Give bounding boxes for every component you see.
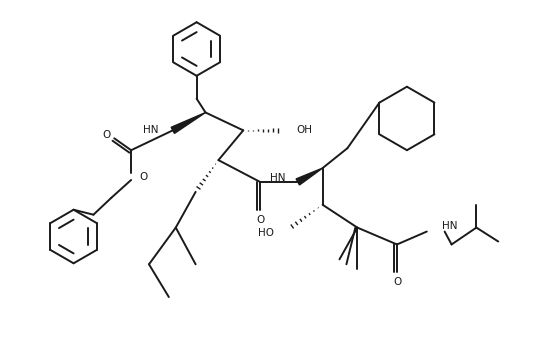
Text: HN: HN <box>270 173 286 183</box>
Polygon shape <box>296 168 323 185</box>
Text: O: O <box>393 277 401 287</box>
Text: HO: HO <box>258 227 274 238</box>
Text: O: O <box>139 172 147 182</box>
Text: O: O <box>256 215 264 225</box>
Text: HN: HN <box>442 221 457 231</box>
Text: HN: HN <box>144 125 159 136</box>
Text: O: O <box>102 130 110 140</box>
Text: OH: OH <box>297 125 313 136</box>
Polygon shape <box>171 113 205 133</box>
